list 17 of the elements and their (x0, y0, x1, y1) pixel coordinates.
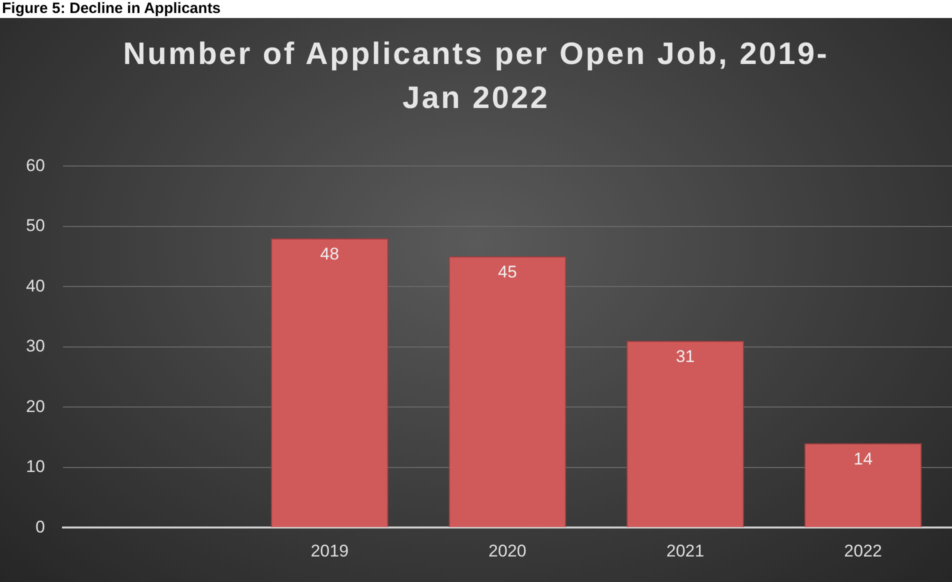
data-label: 45 (498, 262, 517, 282)
y-tick-label: 60 (26, 156, 45, 175)
data-label: 31 (676, 347, 695, 366)
y-tick-label: 30 (26, 336, 45, 356)
x-tick-label: 2020 (488, 541, 526, 560)
y-tick-label: 0 (35, 517, 45, 536)
y-tick-label: 20 (26, 396, 45, 416)
data-label: 48 (320, 244, 340, 264)
y-tick-label: 50 (26, 216, 45, 236)
y-tick-label: 40 (26, 276, 45, 296)
y-tick-label: 10 (26, 457, 45, 476)
x-tick-label: 2022 (844, 541, 882, 560)
x-tick-label: 2019 (310, 541, 349, 560)
data-label: 14 (854, 449, 873, 468)
caption: Figure 5: Decline in Applicants (1, 0, 222, 18)
x-tick-label: 2021 (666, 541, 704, 560)
chart-title: Number of Applicants per Open Job, 2019-Jan 2022 (122, 35, 830, 117)
